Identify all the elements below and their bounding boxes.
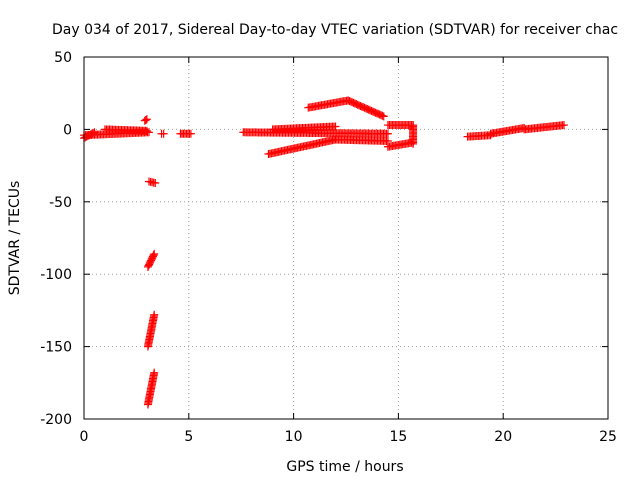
y-tick-label: -100 (40, 267, 72, 283)
x-tick-label: 25 (599, 429, 617, 445)
series-late-arcs (463, 121, 568, 141)
data-point (150, 368, 159, 377)
data-point (559, 121, 568, 130)
data-points (80, 96, 568, 409)
x-tick-label: 10 (285, 429, 303, 445)
plot-frame (83, 56, 609, 420)
data-point (409, 121, 418, 130)
y-tick-label: 0 (63, 122, 72, 138)
y-tick-label: 50 (54, 50, 72, 66)
y-tick-label: -150 (40, 340, 72, 356)
x-tick-label: 5 (184, 429, 193, 445)
x-tick-label: 20 (494, 429, 512, 445)
y-tick-label: -50 (49, 195, 72, 211)
series-short-arcs (140, 115, 195, 187)
data-point (150, 249, 159, 258)
axes: 0 5 10 15 20 25 -200 -150 -100 -50 0 50 (40, 50, 617, 445)
y-tick-label: -200 (40, 412, 72, 428)
data-point (159, 129, 168, 138)
data-point (379, 112, 388, 121)
chart-title: Day 034 of 2017, Sidereal Day-to-day VTE… (52, 22, 618, 38)
data-point (141, 115, 150, 124)
data-point (383, 129, 392, 138)
x-tick-label: 0 (80, 429, 89, 445)
data-point (331, 122, 340, 131)
x-tick-label: 15 (389, 429, 407, 445)
y-axis-label: SDTVAR / TECUs (7, 181, 23, 296)
grid (84, 57, 608, 419)
data-point (140, 116, 149, 125)
series-early-cluster (80, 125, 153, 143)
data-point (150, 310, 159, 319)
data-point (378, 111, 387, 120)
data-point (149, 251, 158, 260)
data-point (89, 129, 98, 138)
data-point (90, 128, 99, 137)
data-point (142, 115, 151, 124)
series-midday-arcs (239, 96, 418, 159)
series-descending-arcs (143, 249, 159, 409)
data-point (186, 129, 195, 138)
data-point (142, 126, 151, 135)
data-point (151, 178, 160, 187)
x-axis-label: GPS time / hours (286, 459, 403, 475)
